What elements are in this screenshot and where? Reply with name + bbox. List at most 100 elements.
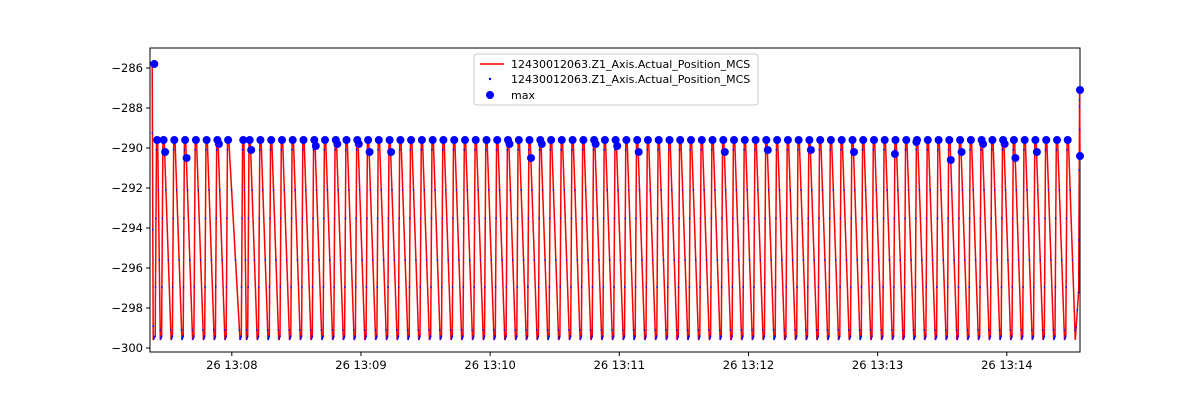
sample-point bbox=[332, 338, 334, 340]
sample-point bbox=[535, 329, 538, 331]
sample-point bbox=[307, 259, 310, 261]
sample-point bbox=[419, 335, 421, 338]
sample-point bbox=[774, 335, 776, 338]
sample-point bbox=[834, 259, 837, 261]
sample-point bbox=[613, 217, 616, 220]
sample-point bbox=[376, 217, 379, 220]
sample-point bbox=[1026, 189, 1028, 191]
sample-point bbox=[580, 286, 583, 288]
sample-point bbox=[837, 329, 839, 331]
sample-point bbox=[882, 286, 884, 288]
sample-point bbox=[1053, 336, 1056, 339]
sample-point bbox=[408, 286, 411, 288]
max-marker bbox=[720, 148, 729, 156]
sample-point bbox=[494, 286, 497, 288]
sample-point bbox=[731, 286, 734, 288]
sample-point bbox=[204, 286, 206, 288]
sample-point bbox=[956, 336, 959, 339]
sample-point bbox=[460, 329, 463, 331]
sample-point bbox=[990, 148, 993, 151]
sample-point bbox=[1039, 259, 1042, 261]
sample-point bbox=[892, 335, 895, 338]
sample-point bbox=[612, 335, 615, 338]
sample-point bbox=[461, 336, 464, 339]
sample-point bbox=[385, 329, 387, 331]
sample-point bbox=[310, 336, 313, 339]
sample-point bbox=[1033, 217, 1036, 220]
y-tick-label: −286 bbox=[111, 61, 143, 75]
sample-point bbox=[904, 148, 907, 151]
sample-point bbox=[344, 217, 347, 220]
sample-point bbox=[667, 217, 670, 220]
max-marker bbox=[461, 136, 469, 144]
max-marker bbox=[848, 136, 857, 144]
sample-point bbox=[732, 217, 734, 220]
sample-point bbox=[538, 217, 540, 220]
sample-point bbox=[440, 286, 443, 288]
sample-point bbox=[361, 259, 363, 261]
sample-point bbox=[415, 259, 417, 261]
sample-point bbox=[703, 189, 705, 191]
sample-point bbox=[730, 338, 732, 340]
sample-point bbox=[656, 217, 659, 220]
sample-point bbox=[321, 336, 324, 339]
sample-point bbox=[617, 189, 619, 191]
max-marker bbox=[1011, 154, 1020, 162]
sample-point bbox=[369, 189, 372, 191]
sample-point bbox=[1066, 148, 1068, 151]
sample-point bbox=[633, 336, 636, 339]
sample-point bbox=[999, 336, 1002, 339]
sample-point bbox=[654, 329, 656, 331]
sample-point bbox=[527, 217, 530, 220]
sample-point bbox=[828, 286, 831, 288]
sample-point bbox=[484, 217, 487, 220]
sample-point bbox=[462, 335, 464, 338]
sample-point bbox=[729, 329, 732, 331]
sample-point bbox=[576, 259, 579, 261]
sample-point bbox=[154, 335, 157, 338]
sample-point bbox=[193, 335, 195, 338]
sample-point bbox=[716, 259, 719, 261]
sample-point bbox=[244, 259, 247, 261]
sample-point bbox=[752, 336, 754, 339]
sample-point bbox=[205, 148, 207, 151]
sample-point bbox=[783, 329, 786, 331]
sample-point bbox=[288, 338, 291, 340]
sample-point bbox=[946, 286, 949, 288]
sample-point bbox=[753, 217, 756, 220]
x-tick-label: 26 13:09 bbox=[335, 358, 386, 372]
sample-point bbox=[226, 148, 229, 151]
sample-point bbox=[503, 329, 506, 331]
max-marker bbox=[665, 136, 674, 144]
sample-point bbox=[700, 148, 702, 151]
sample-point bbox=[956, 338, 959, 340]
sample-point bbox=[261, 189, 264, 191]
sample-point bbox=[853, 189, 856, 191]
sample-point bbox=[428, 338, 431, 340]
sample-point bbox=[364, 338, 367, 340]
max-marker bbox=[161, 148, 170, 156]
sample-point bbox=[987, 329, 990, 331]
sample-point bbox=[214, 286, 217, 288]
sample-point bbox=[155, 148, 158, 151]
max-marker bbox=[773, 136, 782, 144]
sample-point bbox=[294, 189, 296, 191]
sample-point bbox=[929, 189, 932, 191]
legend-box bbox=[473, 53, 759, 106]
max-marker bbox=[676, 136, 685, 144]
sample-point bbox=[570, 217, 573, 220]
sample-point bbox=[536, 338, 539, 340]
sample-point bbox=[256, 329, 258, 331]
sample-point bbox=[1065, 217, 1068, 220]
sample-point bbox=[506, 148, 509, 151]
sample-point bbox=[856, 259, 859, 261]
sample-point bbox=[1031, 329, 1033, 331]
sample-point bbox=[152, 338, 155, 340]
sample-point bbox=[1043, 286, 1046, 288]
sample-point bbox=[268, 335, 271, 338]
legend-label-points: 12430012063.Z1_Axis.Actual_Position_MCS bbox=[511, 73, 750, 86]
sample-point bbox=[169, 329, 172, 331]
sample-point bbox=[966, 329, 969, 331]
max-marker bbox=[859, 136, 868, 144]
max-marker bbox=[783, 136, 792, 144]
